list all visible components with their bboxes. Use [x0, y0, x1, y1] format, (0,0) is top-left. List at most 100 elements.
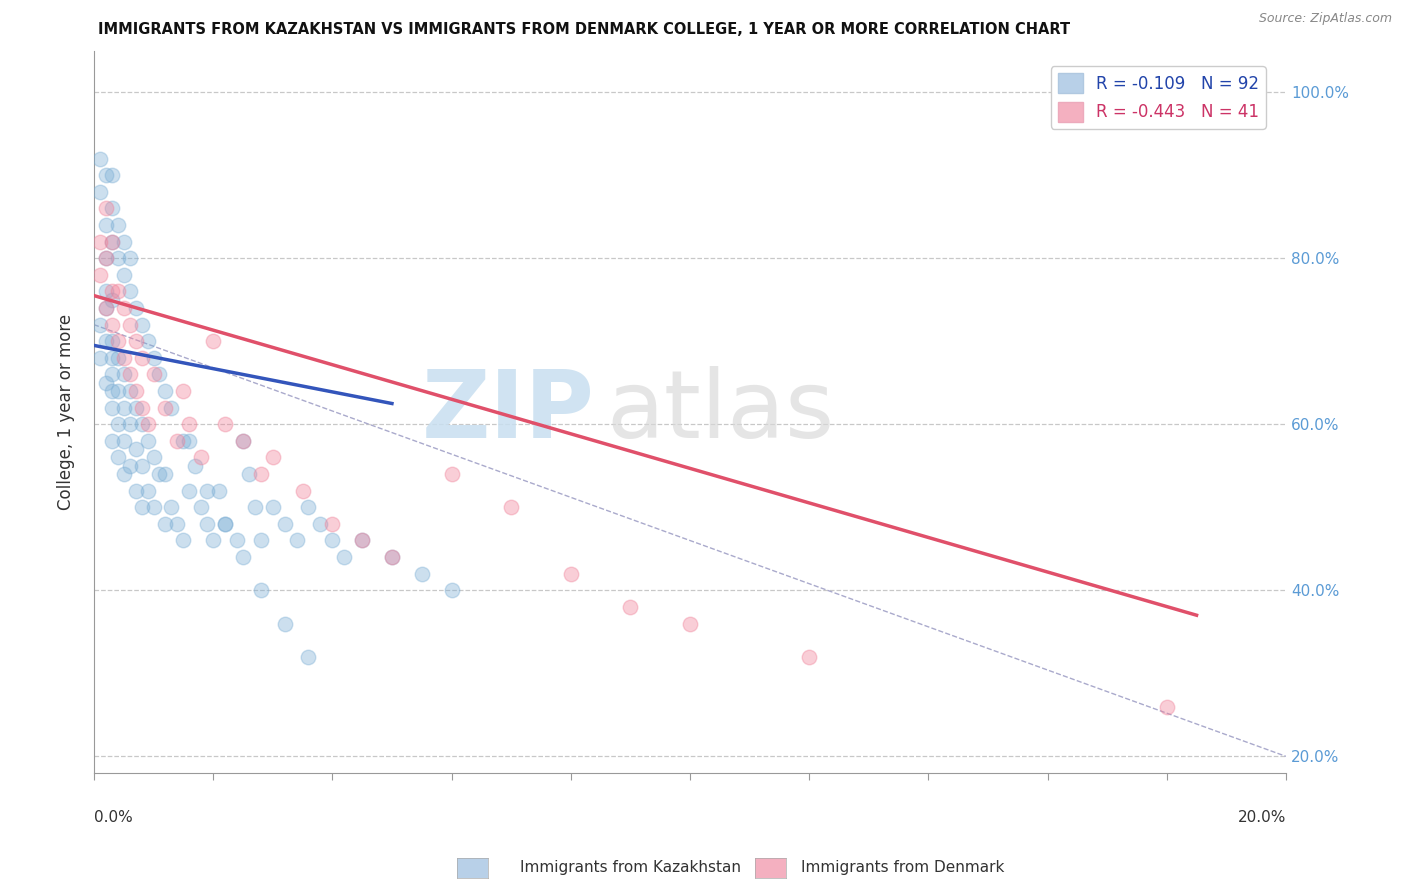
Point: [352, 533, 374, 548]
Point: [243, 500, 266, 515]
Point: [124, 334, 146, 349]
Point: [142, 368, 165, 382]
Point: [262, 500, 284, 515]
Text: 20.0%: 20.0%: [1237, 810, 1286, 825]
Point: [273, 616, 295, 631]
Point: [118, 318, 141, 332]
Point: [232, 550, 254, 565]
Point: [89, 268, 111, 282]
Point: [166, 516, 188, 531]
Point: [155, 401, 177, 415]
Point: [101, 318, 124, 332]
Point: [89, 318, 111, 332]
Point: [101, 334, 124, 349]
Point: [94, 251, 117, 265]
Text: IMMIGRANTS FROM KAZAKHSTAN VS IMMIGRANTS FROM DENMARK COLLEGE, 1 YEAR OR MORE CO: IMMIGRANTS FROM KAZAKHSTAN VS IMMIGRANTS…: [98, 22, 1070, 37]
Point: [124, 384, 146, 398]
Point: [124, 442, 146, 457]
Point: [124, 301, 146, 315]
Y-axis label: College, 1 year or more: College, 1 year or more: [58, 314, 75, 510]
Point: [136, 483, 159, 498]
Point: [101, 368, 124, 382]
Point: [238, 467, 260, 481]
Text: ZIP: ZIP: [422, 366, 595, 458]
Point: [89, 152, 111, 166]
Point: [94, 301, 117, 315]
Point: [797, 649, 820, 664]
Legend: R = -0.109   N = 92, R = -0.443   N = 41: R = -0.109 N = 92, R = -0.443 N = 41: [1052, 66, 1265, 128]
Point: [560, 566, 582, 581]
Point: [131, 417, 153, 432]
Point: [101, 285, 124, 299]
Point: [232, 434, 254, 448]
Point: [142, 450, 165, 465]
Point: [291, 483, 314, 498]
Point: [118, 458, 141, 473]
Point: [172, 384, 194, 398]
Point: [250, 467, 273, 481]
Point: [148, 368, 170, 382]
Point: [101, 168, 124, 182]
Point: [214, 417, 236, 432]
Point: [89, 185, 111, 199]
Point: [309, 516, 332, 531]
Point: [101, 293, 124, 307]
Point: [155, 467, 177, 481]
Point: [321, 516, 343, 531]
Point: [89, 235, 111, 249]
Point: [107, 450, 129, 465]
Point: [184, 458, 207, 473]
Point: [118, 251, 141, 265]
Point: [101, 434, 124, 448]
Point: [118, 384, 141, 398]
Point: [179, 434, 201, 448]
Point: [155, 516, 177, 531]
Point: [107, 334, 129, 349]
Point: [352, 533, 374, 548]
Point: [202, 334, 225, 349]
Point: [131, 500, 153, 515]
Point: [112, 351, 135, 365]
Point: [136, 434, 159, 448]
Point: [101, 384, 124, 398]
Point: [142, 351, 165, 365]
Point: [107, 285, 129, 299]
Point: [501, 500, 523, 515]
Point: [94, 376, 117, 390]
Point: [107, 351, 129, 365]
Point: [619, 599, 641, 614]
Point: [195, 483, 218, 498]
Point: [101, 235, 124, 249]
Point: [250, 583, 273, 598]
Point: [101, 235, 124, 249]
Point: [297, 649, 319, 664]
Point: [333, 550, 356, 565]
Point: [112, 401, 135, 415]
Point: [131, 318, 153, 332]
Point: [112, 467, 135, 481]
Point: [262, 450, 284, 465]
Point: [381, 550, 404, 565]
Point: [1156, 699, 1178, 714]
Point: [160, 500, 183, 515]
Point: [160, 401, 183, 415]
Point: [179, 483, 201, 498]
Text: Immigrants from Kazakhstan: Immigrants from Kazakhstan: [520, 860, 741, 874]
Point: [89, 351, 111, 365]
Point: [179, 417, 201, 432]
Text: Source: ZipAtlas.com: Source: ZipAtlas.com: [1258, 12, 1392, 25]
Point: [321, 533, 343, 548]
Text: atlas: atlas: [606, 366, 835, 458]
Point: [148, 467, 170, 481]
Point: [124, 401, 146, 415]
Point: [136, 417, 159, 432]
Point: [190, 500, 212, 515]
Point: [440, 467, 463, 481]
Point: [214, 516, 236, 531]
Point: [118, 417, 141, 432]
Point: [94, 168, 117, 182]
Point: [94, 301, 117, 315]
Point: [232, 434, 254, 448]
Point: [124, 483, 146, 498]
Point: [166, 434, 188, 448]
